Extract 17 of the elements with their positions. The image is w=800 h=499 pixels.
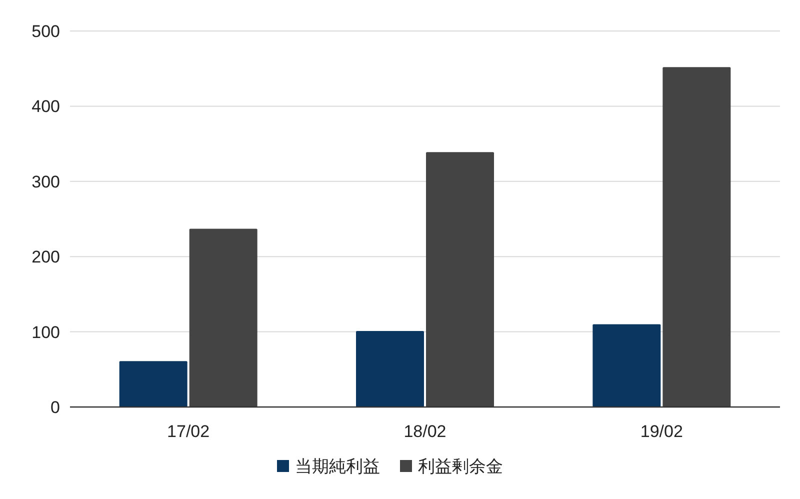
x-tick-label: 18/02 — [404, 422, 446, 441]
bar — [189, 228, 258, 407]
y-tick-label: 100 — [32, 322, 60, 342]
legend-label: 利益剰余金 — [418, 457, 503, 476]
x-tick-label: 17/02 — [167, 422, 210, 441]
bar — [119, 361, 188, 407]
y-tick-label: 200 — [32, 248, 60, 267]
bar — [662, 67, 731, 407]
y-tick-label: 400 — [32, 97, 60, 116]
bar — [592, 324, 661, 407]
y-tick-label: 500 — [32, 22, 60, 41]
y-tick-label: 0 — [50, 398, 60, 417]
y-tick-label: 300 — [32, 172, 60, 192]
x-tick-label: 19/02 — [640, 422, 683, 441]
legend-label: 当期純利益 — [295, 457, 380, 476]
bar — [426, 152, 494, 407]
bar — [356, 331, 424, 407]
